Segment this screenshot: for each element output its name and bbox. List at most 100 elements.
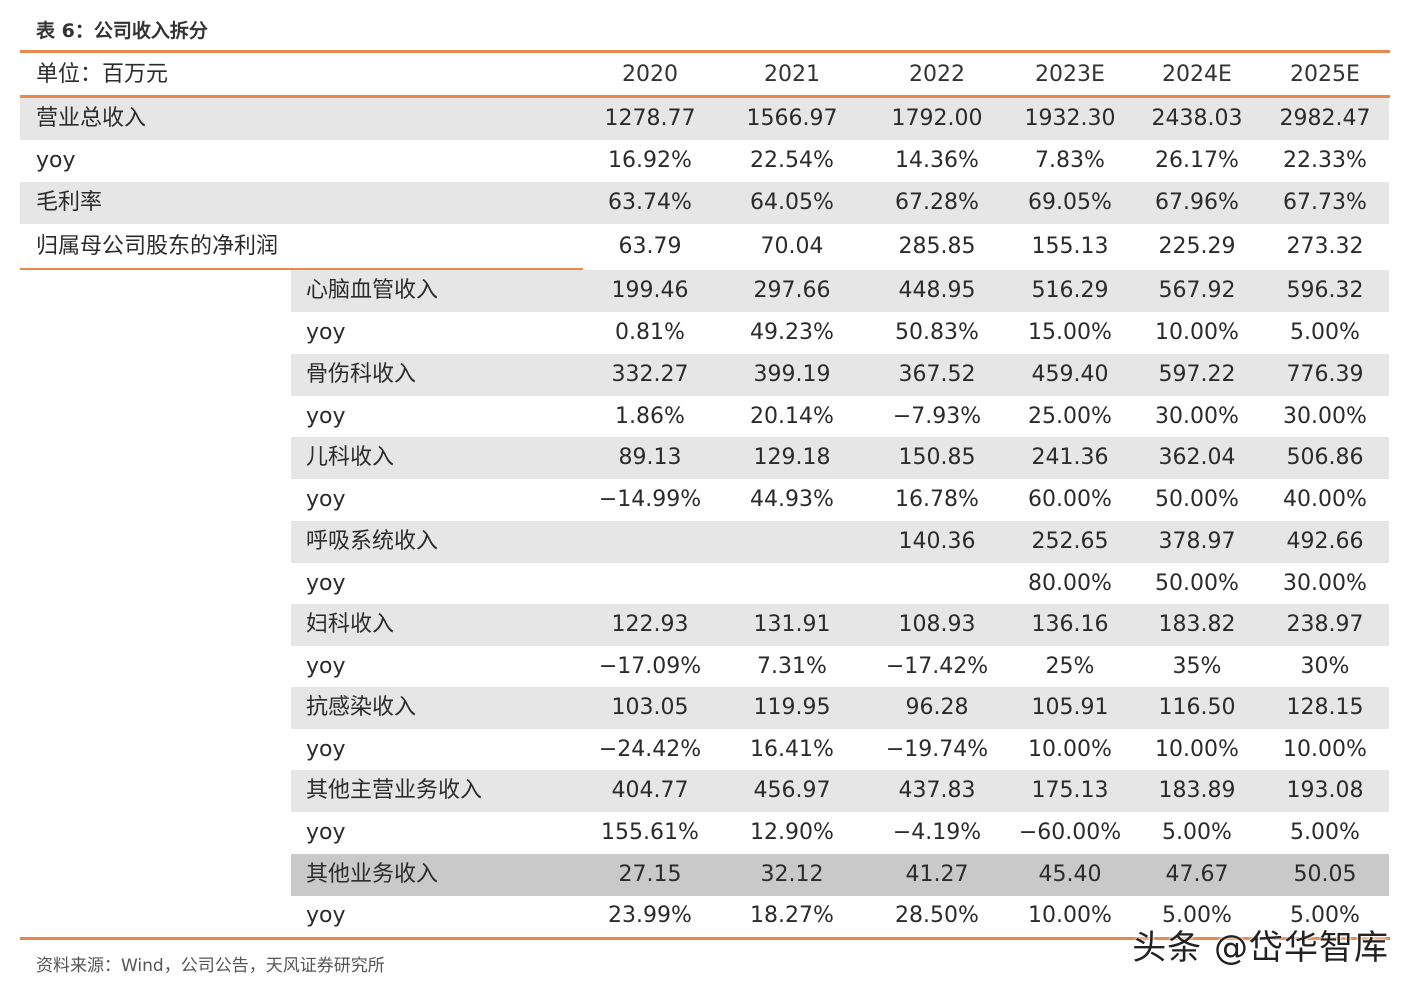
table-cell: 131.91 (753, 612, 831, 637)
table-row: yoy 80.00% 50.00% 30.00% (0, 563, 1417, 605)
table-cell: 30.00% (1155, 404, 1239, 429)
row-label: yoy (306, 571, 346, 596)
table-cell: 50.83% (895, 320, 979, 345)
table-cell: 12.90% (750, 820, 834, 845)
table-cell: 30.00% (1283, 404, 1367, 429)
table-cell: 297.66 (753, 278, 831, 303)
table-cell: 136.16 (1031, 612, 1109, 637)
table-cell: 16.41% (750, 737, 834, 762)
row-label: 儿科收入 (306, 445, 395, 470)
table-cell: 44.93% (750, 487, 834, 512)
table-cell: −24.42% (598, 737, 702, 762)
table-cell: −14.99% (598, 487, 702, 512)
table-cell: 22.33% (1283, 148, 1367, 173)
table-cell: 10.00% (1028, 903, 1112, 928)
table-cell: 45.40 (1038, 862, 1102, 887)
table-cell: 10.00% (1283, 737, 1367, 762)
table-cell: 10.00% (1028, 737, 1112, 762)
table-cell: 5.00% (1290, 320, 1360, 345)
table-row: 儿科收入 89.13 129.18 150.85 241.36 362.04 506.86 (0, 437, 1417, 479)
table-cell: 96.28 (905, 695, 969, 720)
row-label: 妇科收入 (306, 612, 395, 637)
table-cell: 1278.77 (604, 106, 696, 131)
watermark: 头条 @岱华智库 (1132, 928, 1389, 968)
table-caption: 表 6：公司收入拆分 (36, 20, 208, 42)
bottom-rule (20, 937, 1390, 940)
table-row: 心脑血管收入 199.46 297.66 448.95 516.29 567.92 596.… (0, 270, 1417, 312)
row-stripe (291, 604, 1389, 646)
table-cell: 16.92% (608, 148, 692, 173)
table-cell: 25% (1045, 654, 1095, 679)
row-stripe (291, 354, 1389, 396)
table-cell: 89.13 (618, 445, 682, 470)
table-cell: 7.31% (757, 654, 827, 679)
table-cell: 199.46 (611, 278, 689, 303)
table-cell: 20.14% (750, 404, 834, 429)
table-cell: −19.74% (885, 737, 989, 762)
table-row: yoy −24.42% 16.41% −19.74% 10.00% 10.00% 10.00… (0, 729, 1417, 771)
table-cell: 456.97 (753, 778, 831, 803)
table-row: 骨伤科收入 332.27 399.19 367.52 459.40 597.22 776.3… (0, 354, 1417, 396)
row-label: yoy (306, 487, 346, 512)
row-label: yoy (306, 404, 346, 429)
row-label: yoy (36, 148, 76, 173)
row-label: 毛利率 (36, 190, 103, 215)
table-cell: −60.00% (1018, 820, 1122, 845)
table-cell: 50.05 (1293, 862, 1357, 887)
table-cell: 1.86% (615, 404, 685, 429)
row-label: yoy (306, 654, 346, 679)
table-cell: 63.74% (608, 190, 692, 215)
table-cell: 69.05% (1028, 190, 1112, 215)
row-stripe (20, 98, 1389, 140)
header-row: 单位：百万元 2020 2021 2022 2023E 2024E 2025E (0, 54, 1417, 96)
table-row: 其他主营业务收入 404.77 456.97 437.83 175.13 183.89 19… (0, 770, 1417, 812)
row-label: yoy (306, 737, 346, 762)
table-cell: 273.32 (1286, 234, 1364, 259)
table-cell: 140.36 (898, 529, 976, 554)
table-cell: 50.00% (1155, 487, 1239, 512)
table-cell: 23.99% (608, 903, 692, 928)
table-row: 毛利率 63.74% 64.05% 67.28% 69.05% 67.96% 67.73% (0, 182, 1417, 224)
table-cell: 155.61% (601, 820, 699, 845)
table-cell: 448.95 (898, 278, 976, 303)
table-row: 妇科收入 122.93 131.91 108.93 136.16 183.82 238.97 (0, 604, 1417, 646)
table-cell: −17.42% (885, 654, 989, 679)
source-note: 资料来源：Wind，公司公告，天风证券研究所 (36, 956, 385, 976)
table-row: yoy 0.81% 49.23% 50.83% 15.00% 10.00% 5.00% (0, 312, 1417, 354)
row-label: yoy (306, 903, 346, 928)
table-cell: 32.12 (760, 862, 824, 887)
table-cell: 492.66 (1286, 529, 1364, 554)
table-cell: 506.86 (1286, 445, 1364, 470)
year-header: 2025E (1290, 62, 1360, 87)
table-cell: 362.04 (1158, 445, 1236, 470)
table-cell: 14.36% (895, 148, 979, 173)
table-cell: 49.23% (750, 320, 834, 345)
table-cell: 7.83% (1035, 148, 1105, 173)
table-cell: 67.73% (1283, 190, 1367, 215)
table-cell: 129.18 (753, 445, 831, 470)
row-stripe (291, 437, 1389, 479)
table-cell: 64.05% (750, 190, 834, 215)
row-label: 呼吸系统收入 (306, 529, 439, 554)
table-cell: 5.00% (1290, 820, 1360, 845)
table-cell: 155.13 (1031, 234, 1109, 259)
table-row: yoy 155.61% 12.90% −4.19% −60.00% 5.00% 5.00% (0, 812, 1417, 854)
table-cell: 776.39 (1286, 362, 1364, 387)
table-cell: 252.65 (1031, 529, 1109, 554)
section-rule (20, 268, 583, 270)
row-stripe (291, 521, 1389, 563)
table-cell: 22.54% (750, 148, 834, 173)
row-stripe (291, 854, 1389, 896)
table-cell: 105.91 (1031, 695, 1109, 720)
table-cell: 1932.30 (1024, 106, 1116, 131)
table-row: 抗感染收入 103.05 119.95 96.28 105.91 116.50 128.15 (0, 687, 1417, 729)
table-cell: 28.50% (895, 903, 979, 928)
table-cell: −4.19% (892, 820, 982, 845)
table-cell: 5.00% (1162, 903, 1232, 928)
row-label: 骨伤科收入 (306, 362, 417, 387)
table-cell: 47.67 (1165, 862, 1229, 887)
table-cell: 2982.47 (1279, 106, 1371, 131)
table-cell: 459.40 (1031, 362, 1109, 387)
table-cell: 5.00% (1162, 820, 1232, 845)
row-label: yoy (306, 820, 346, 845)
